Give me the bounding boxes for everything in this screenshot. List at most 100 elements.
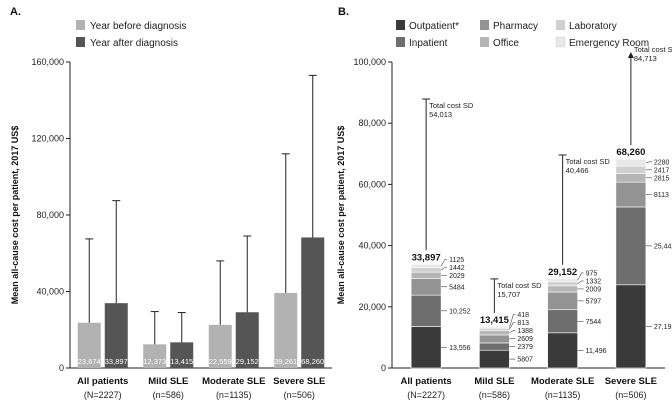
panel-a-legend-swatch <box>76 37 85 47</box>
panel-b-bar-segment <box>479 334 510 344</box>
panel-b-segment-label: 5797 <box>586 298 602 305</box>
panel-b-segment-label: 2815 <box>654 175 670 182</box>
panel-b-legend-swatch <box>555 36 566 48</box>
panel-a-bar <box>170 342 194 368</box>
panel-b-y-tick-label: 100,000 <box>353 57 386 67</box>
panel-a-category-label: All patients <box>77 376 128 387</box>
panel-b-segment-leader <box>440 266 448 271</box>
panel-a-y-axis-title: Mean all-cause cost per patient, 2017 US… <box>10 126 20 305</box>
panel-a-y-tick-label: 40,000 <box>36 287 64 297</box>
panel-a-bar <box>235 312 259 368</box>
panel-b-y-tick-label: 0 <box>381 363 386 373</box>
panel-a-category-label: Moderate SLE <box>202 376 265 387</box>
panel-b-bar-segment <box>615 173 647 183</box>
panel-b-legend-label: Outpatient* <box>409 21 459 32</box>
panel-a-bar-value: 22,559 <box>209 357 232 366</box>
panel-b-category-n: (n=506) <box>615 390 646 400</box>
panel-b-legend-label: Pharmacy <box>493 21 538 32</box>
panel-b-segment-label: 11,496 <box>586 348 607 355</box>
panel-b-bar-segment <box>410 264 442 269</box>
panel-b-segment-label: 1442 <box>449 265 465 272</box>
panel-b-segment-label: 2379 <box>517 344 533 351</box>
panel-b-sd-value: 40,466 <box>566 166 589 175</box>
panel-b-segment-label: 13,556 <box>449 345 471 352</box>
panel-b-legend-swatch <box>556 20 565 30</box>
panel-b-bar-segment <box>479 342 510 351</box>
panel-b-y-tick-label: 40,000 <box>358 241 386 251</box>
panel-a-letter: A. <box>10 6 21 18</box>
panel-b-bar-segment <box>547 285 578 293</box>
panel-b-segment-leader <box>440 258 448 267</box>
panel-b-bar-segment <box>410 278 442 296</box>
panel-b-sd-title: Total cost SD <box>429 101 474 110</box>
panel-b-y-tick-label: 20,000 <box>358 302 386 312</box>
panel-b-bar-segment <box>547 332 578 369</box>
panel-b-legend-swatch <box>396 20 405 30</box>
panel-b-bar-segment <box>479 327 510 332</box>
panel-a-legend-label: Year before diagnosis <box>90 21 186 32</box>
panel-a-bar-value: 13,415 <box>170 357 193 366</box>
panel-b-bar-segment <box>615 165 647 174</box>
panel-b-letter: B. <box>338 6 349 18</box>
panel-b-legend-swatch <box>480 20 489 30</box>
panel-b-segment-label: 8113 <box>654 192 669 199</box>
panel-a-bar <box>104 303 128 368</box>
panel-b-bar-segment <box>410 326 442 369</box>
panel-a-bar <box>77 322 101 368</box>
panel-b-bar-segment <box>479 349 510 369</box>
panel-b-y-axis-title: Mean all-cause cost per patient, 2017 US… <box>336 126 346 305</box>
panel-b-category-n: (n=1135) <box>545 390 581 400</box>
panel-b-segment-label: 1125 <box>449 257 464 264</box>
panel-a-category-n: (n=1135) <box>216 390 252 400</box>
panel-a-y-tick-label: 80,000 <box>36 210 64 220</box>
panel-b-segment-label: 813 <box>517 320 529 327</box>
panel-b-bar-segment <box>410 271 442 279</box>
panel-b-segment-label: 5484 <box>449 284 465 291</box>
panel-a-bar <box>274 292 298 368</box>
panel-b-segment-label: 2417 <box>654 167 670 174</box>
panel-b-sd-title: Total cost SD <box>497 281 542 290</box>
panel-a-y-tick-label: 120,000 <box>31 134 64 144</box>
panel-b-category-label: All patients <box>401 376 452 387</box>
panel-b-legend-label: Office <box>493 38 519 49</box>
panel-a-category-label: Mild SLE <box>148 376 188 387</box>
panel-b-segment-label: 25,442 <box>654 243 672 250</box>
panel-b-segment-label: 10,252 <box>449 308 471 315</box>
panel-b-category-label: Severe SLE <box>605 376 657 387</box>
panel-b-bar-segment <box>615 284 647 369</box>
panel-a-bar-value: 12,373 <box>143 357 166 366</box>
panel-b-y-tick-label: 80,000 <box>358 118 386 128</box>
panel-b-total-label: 68,260 <box>616 147 645 158</box>
panel-b-bar-segment <box>615 158 647 167</box>
panel-b: 0 20,000 40,000 60,000 80,000 100,000 Mean all… <box>336 20 672 400</box>
panel-b-bar-segment <box>547 291 578 311</box>
panel-b-bar-segment <box>615 206 647 286</box>
panel-a-category-n: (N=2227) <box>84 390 122 400</box>
panel-b-bar-segment <box>479 326 510 329</box>
panel-b-segment-leader <box>509 314 516 328</box>
panel-b-category-label: Moderate SLE <box>531 376 594 387</box>
panel-b-category-n: (n=586) <box>479 390 510 400</box>
panel-a-legend-label: Year after diagnosis <box>90 38 178 49</box>
panel-b-segment-label: 2009 <box>586 286 602 293</box>
panel-b-segment-leader <box>577 272 584 281</box>
panel-b-bar-segment <box>547 309 578 334</box>
panel-b-total-label: 13,415 <box>480 315 510 326</box>
panel-a-category-label: Severe SLE <box>273 376 325 387</box>
panel-a-bar-value: 29,152 <box>236 357 259 366</box>
panel-b-category-label: Mild SLE <box>474 376 514 387</box>
panel-b-legend-label: Inpatient <box>409 38 448 49</box>
panel-a-bar-value: 39,261 <box>274 357 297 366</box>
panel-b-legend-label: Emergency Room <box>569 38 649 49</box>
panel-b-segment-label: 5807 <box>517 357 533 364</box>
panel-a-bar <box>143 344 167 368</box>
panel-b-segment-label: 27,193 <box>654 324 672 331</box>
panel-b-sd-value: 15,707 <box>497 290 520 299</box>
panel-a-bar-value: 23,674 <box>78 357 101 366</box>
panel-b-sd-title: Total cost SD <box>634 45 672 54</box>
panel-b-segment-leader <box>509 330 516 334</box>
panel-b-segment-label: 2029 <box>449 273 465 280</box>
panel-b-category-n: (N=2227) <box>407 390 445 400</box>
panel-b-bar-segment <box>615 181 647 208</box>
panel-b-segment-leader <box>577 280 584 285</box>
